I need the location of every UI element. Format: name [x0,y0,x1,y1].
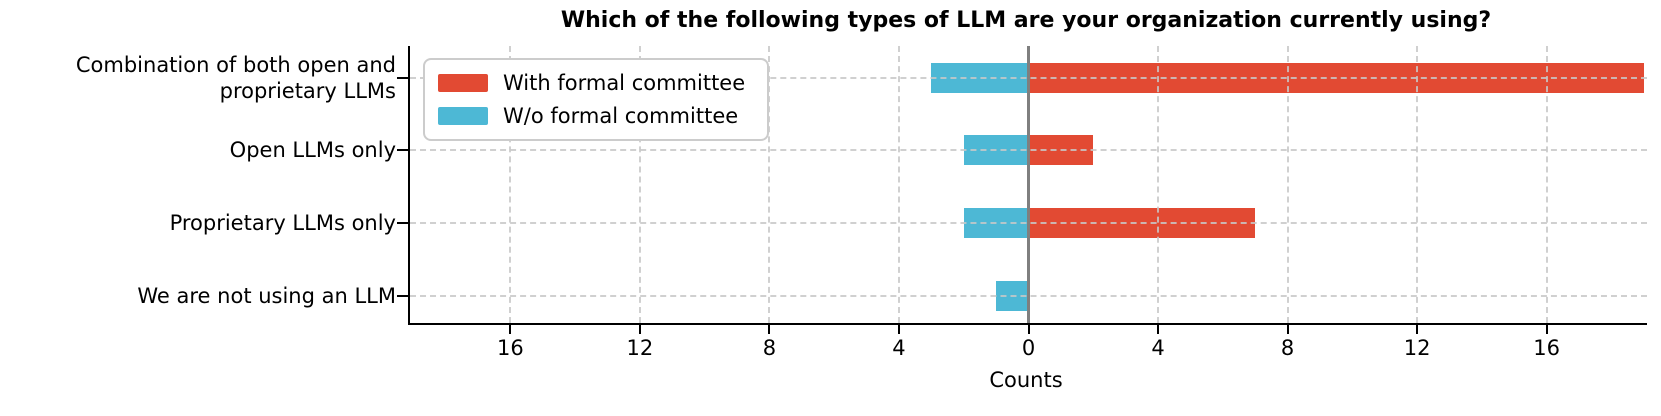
x-tick-label: 16 [1533,336,1560,360]
legend-swatch-w-o-formal-committee [438,107,488,125]
x-tick [1545,325,1548,334]
chart-title: Which of the following types of LLM are … [560,8,1492,33]
x-tick-label: 12 [1403,336,1431,360]
vertical-gridline [1286,46,1289,323]
x-tick-label: 4 [892,336,906,360]
legend-item-with-formal-committee: With formal committee [438,70,745,96]
x-tick [897,325,900,334]
x-axis-label: Counts [989,368,1063,392]
x-tick [768,325,771,334]
y-tick [397,149,408,151]
x-tick [1286,325,1289,334]
x-tick-label: 0 [1021,336,1036,360]
x-tick [1027,325,1030,334]
vertical-gridline [509,46,512,323]
zero-baseline [1027,46,1030,323]
category-label-proprietary-llms-only: Proprietary LLMs only [169,211,396,235]
y-tick [397,222,408,224]
legend-label: W/o formal committee [503,104,739,128]
vertical-gridline [1416,46,1419,323]
legend-item-w-o-formal-committee: W/o formal committee [438,103,745,129]
category-label-combination-of-both-open-and: Combination of both open and proprietary… [75,53,396,103]
x-tick-label: 4 [1151,336,1165,360]
vertical-gridline [1545,46,1548,323]
category-label-open-llms-only: Open LLMs only [229,138,396,162]
vertical-gridline [1157,46,1160,323]
x-tick [1416,325,1419,334]
legend: With formal committee W/o formal committe… [423,58,770,141]
x-tick-label: 8 [1280,336,1295,360]
plot-area: With formal committee W/o formal committe… [408,46,1647,325]
vertical-gridline [638,46,641,323]
category-label-we-are-not-using-an-llm: We are not using an LLM [137,284,396,308]
x-tick-label: 12 [626,336,654,360]
legend-label: With formal committee [503,71,746,95]
vertical-gridline [768,46,771,323]
vertical-gridline [897,46,900,323]
y-tick [397,77,408,79]
x-tick [1157,325,1160,334]
legend-swatch-with-formal-committee [438,74,488,92]
x-tick-label: 8 [762,336,777,360]
x-tick [509,325,512,334]
y-tick [397,295,408,297]
x-tick-label: 16 [497,336,524,360]
x-tick [638,325,641,334]
